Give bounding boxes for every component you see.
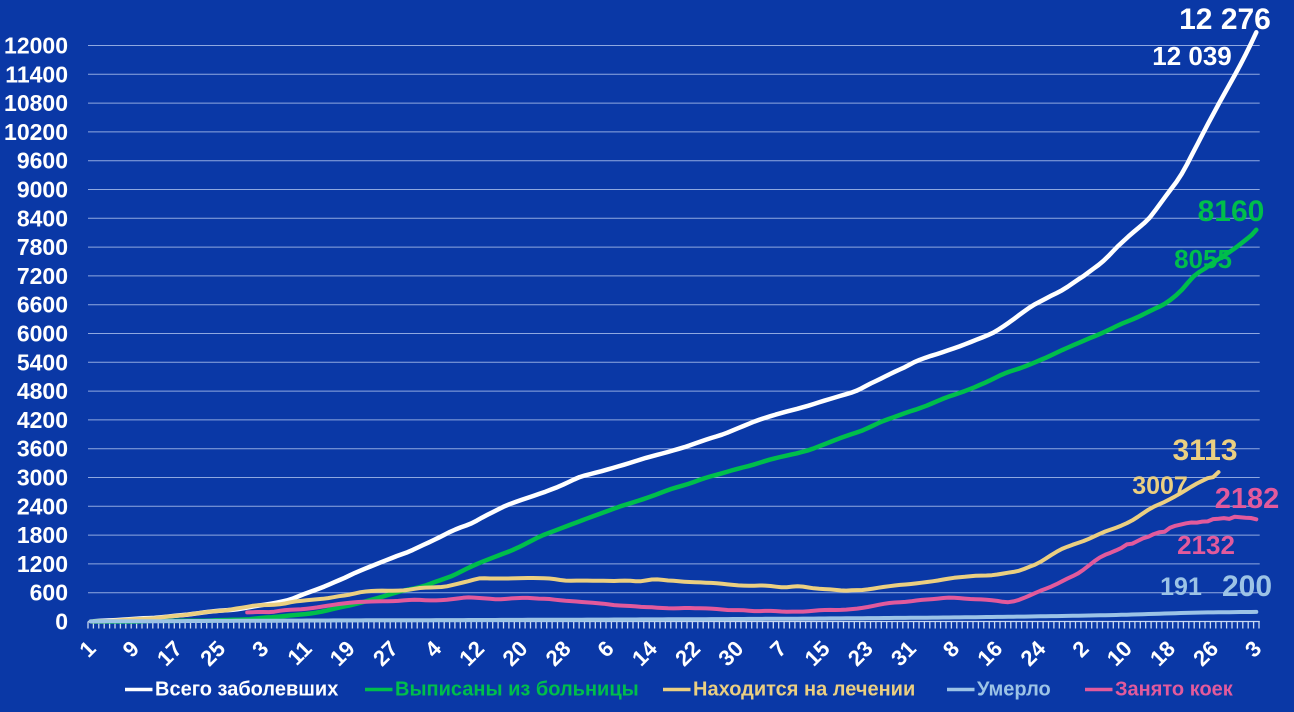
- svg-text:5400: 5400: [17, 349, 68, 375]
- svg-text:0: 0: [55, 609, 68, 635]
- svg-text:600: 600: [30, 580, 68, 606]
- svg-text:191: 191: [1160, 573, 1202, 601]
- svg-text:3000: 3000: [17, 465, 68, 491]
- svg-text:1200: 1200: [17, 551, 68, 577]
- svg-text:Умерло: Умерло: [977, 679, 1051, 701]
- svg-text:2400: 2400: [17, 493, 68, 519]
- svg-text:1800: 1800: [17, 522, 68, 548]
- svg-text:Выписаны из больницы: Выписаны из больницы: [395, 679, 639, 701]
- svg-text:3600: 3600: [17, 436, 68, 462]
- svg-text:12 276: 12 276: [1179, 3, 1271, 36]
- svg-text:10200: 10200: [4, 119, 68, 145]
- svg-text:6600: 6600: [17, 292, 68, 318]
- svg-text:8160: 8160: [1198, 195, 1265, 228]
- svg-text:9000: 9000: [17, 177, 68, 203]
- svg-text:200: 200: [1222, 570, 1272, 603]
- svg-text:8055: 8055: [1174, 244, 1232, 274]
- svg-text:4200: 4200: [17, 407, 68, 433]
- svg-text:6000: 6000: [17, 321, 68, 347]
- svg-text:10800: 10800: [4, 90, 68, 116]
- svg-text:3007: 3007: [1132, 472, 1188, 500]
- svg-text:11400: 11400: [5, 61, 68, 87]
- svg-text:12 039: 12 039: [1152, 41, 1232, 71]
- svg-text:Всего заболевших: Всего заболевших: [155, 679, 338, 701]
- svg-text:9600: 9600: [17, 148, 68, 174]
- svg-text:2182: 2182: [1215, 483, 1280, 515]
- svg-text:12000: 12000: [4, 33, 68, 59]
- svg-text:8400: 8400: [17, 205, 68, 231]
- svg-text:4800: 4800: [17, 378, 68, 404]
- svg-text:Находится на лечении: Находится на лечении: [693, 679, 915, 701]
- svg-text:7200: 7200: [17, 263, 68, 289]
- svg-text:2132: 2132: [1177, 530, 1235, 560]
- svg-text:3113: 3113: [1172, 434, 1237, 467]
- svg-text:7800: 7800: [17, 234, 68, 260]
- svg-text:Занято коек: Занято коек: [1115, 679, 1234, 701]
